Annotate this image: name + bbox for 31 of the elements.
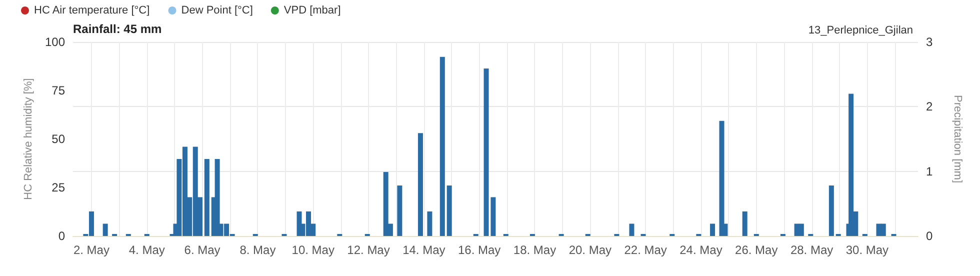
x-tick-label: 8. May [240, 243, 276, 257]
legend-label: HC Air temperature [°C] [34, 4, 150, 16]
y2-axis-title: Precipitation [mm] [952, 94, 964, 184]
x-tick-label: 4. May [128, 243, 165, 257]
x-tick-label: 12. May [347, 243, 390, 257]
y-tick-label: 50 [52, 132, 66, 146]
y-axis-title: HC Relative humidity [%] [22, 78, 35, 200]
x-tick-label: 16. May [458, 243, 501, 257]
y2-tick-label: 3 [926, 35, 933, 49]
chart-title: Rainfall: 45 mm [73, 22, 162, 36]
x-tick-label: 6. May [184, 243, 220, 257]
x-tick-label: 20. May [568, 243, 612, 257]
x-tick-label: 22. May [624, 243, 667, 257]
x-tick-label: 24. May [680, 243, 722, 257]
y2-tick-label: 1 [926, 164, 933, 178]
x-tick-label: 2. May [73, 243, 110, 257]
x-tick-label: 30. May [846, 243, 889, 257]
y-tick-label: 75 [52, 84, 66, 98]
y-tick-label: 25 [52, 180, 66, 194]
legend-label: Dew Point [°C] [181, 4, 253, 16]
x-tick-label: 10. May [292, 243, 334, 257]
x-tick-label: 18. May [513, 243, 556, 257]
x-tick-label: 14. May [402, 243, 446, 257]
legend-label: VPD [mbar] [284, 4, 341, 16]
y-tick-label: 0 [58, 229, 66, 243]
y2-tick-label: 0 [926, 229, 933, 243]
x-tick-label: 28. May [790, 243, 834, 257]
chart-subtitle: 13_Perlepnice_Gjilan [808, 24, 914, 36]
y-tick-label: 100 [44, 35, 66, 49]
y2-tick-label: 2 [926, 100, 933, 114]
x-tick-label: 26. May [735, 243, 778, 257]
